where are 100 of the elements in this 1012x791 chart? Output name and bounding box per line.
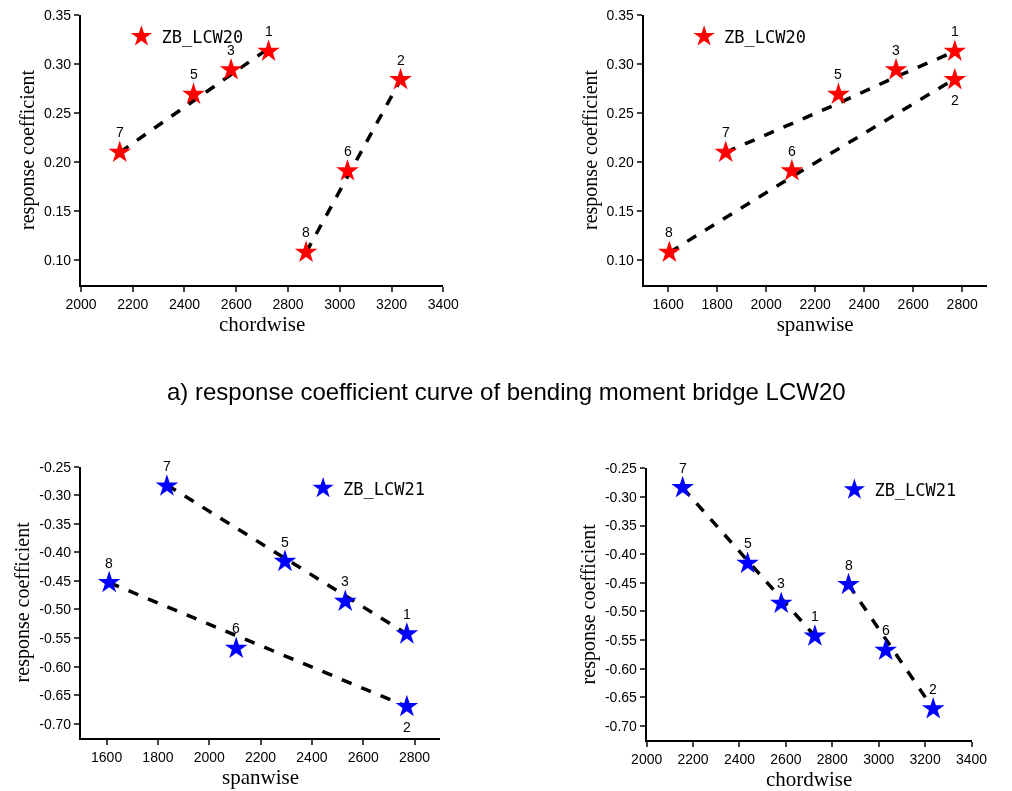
point	[108, 140, 132, 162]
point	[395, 622, 419, 644]
y-tick-label: 0.30	[606, 55, 635, 72]
x-tick-label: 2000	[631, 751, 663, 768]
x-tick-label: 2200	[245, 748, 277, 765]
x-tick-label: 1600	[652, 295, 684, 312]
annotation: 5	[281, 534, 289, 550]
annotation: 8	[302, 224, 310, 240]
point	[658, 240, 681, 263]
annotation: 1	[951, 23, 959, 39]
y-tick-label: -0.50	[604, 603, 638, 620]
x-tick-label: 3200	[909, 751, 941, 768]
annotation: 7	[163, 458, 171, 474]
point	[155, 474, 179, 496]
y-tick-label: -0.65	[604, 689, 638, 706]
point	[884, 58, 908, 80]
x-tick-label: 2000	[750, 295, 782, 312]
y-axis-title: response coefficient	[11, 521, 35, 683]
x-tick-label: 2000	[65, 295, 97, 312]
point	[780, 159, 804, 181]
y-tick-label: -0.70	[604, 717, 638, 734]
point	[182, 82, 205, 105]
x-tick-label: 2200	[799, 295, 831, 312]
point	[333, 589, 357, 612]
y-tick-label: -0.30	[39, 487, 72, 504]
annotation: 2	[929, 681, 937, 697]
x-tick-label: 2800	[272, 295, 304, 312]
text: a) response coefficient curve of bending moment bridge LCW20	[167, 378, 846, 405]
x-axis-title: spanwise	[222, 764, 300, 789]
point	[921, 696, 945, 719]
y-tick-label: -0.40	[39, 544, 72, 561]
y-tick-label: -0.30	[604, 488, 638, 505]
y-tick-label: 0.25	[43, 105, 72, 122]
legend-label: ZB_LCW21	[874, 480, 957, 501]
x-tick-label: 2400	[848, 295, 880, 312]
y-tick-label: 0.20	[606, 154, 635, 171]
y-tick-label: -0.45	[39, 572, 72, 589]
y-tick-label: -0.70	[39, 715, 72, 732]
y-tick-label: -0.50	[39, 601, 72, 618]
annotation: 5	[744, 535, 752, 551]
x-tick-label: 2400	[723, 751, 756, 768]
point	[803, 624, 827, 646]
y-tick-label: -0.65	[39, 687, 72, 704]
x-tick-label: 2600	[770, 751, 802, 768]
annotation: 2	[403, 719, 411, 735]
x-tick-label: 2800	[946, 295, 978, 312]
x-tick-label: 1600	[91, 748, 123, 765]
x-tick-label: 3400	[427, 295, 460, 312]
x-tick-label: 1800	[142, 748, 174, 765]
annotation: 3	[777, 575, 785, 591]
y-tick-label: -0.60	[604, 660, 638, 677]
y-tick-label: 0.30	[43, 55, 72, 72]
point	[257, 39, 280, 61]
y-tick-label: -0.55	[39, 629, 72, 646]
y-axis-title: response coefficient	[576, 523, 600, 685]
x-axis-title: chordwise	[218, 311, 306, 336]
y-tick-label: 0.20	[43, 154, 72, 171]
point	[769, 591, 793, 614]
x-tick-label: 3000	[863, 751, 895, 768]
annotation: 7	[116, 124, 124, 140]
point	[837, 572, 860, 595]
point	[219, 58, 243, 80]
point	[395, 694, 419, 717]
point	[336, 159, 359, 181]
y-tick-label: -0.25	[604, 460, 638, 477]
point	[943, 67, 967, 90]
annotation: 3	[341, 573, 349, 589]
y-tick-label: -0.45	[604, 574, 638, 591]
x-tick-label: 2800	[398, 748, 431, 765]
x-tick-label: 2400	[168, 295, 201, 312]
x-tick-label: 2400	[296, 748, 328, 765]
y-tick-label: 0.35	[606, 6, 635, 23]
annotation: 2	[397, 52, 405, 68]
y-axis-title: response coefficient	[15, 69, 39, 230]
point	[294, 240, 318, 263]
x-axis-title: spanwise	[776, 311, 854, 336]
y-tick-label: 0.15	[606, 203, 635, 220]
x-tick-label: 2600	[220, 295, 253, 312]
annotation: 2	[951, 92, 959, 108]
annotation: 1	[811, 608, 819, 624]
point	[273, 549, 297, 572]
y-tick-label: 0.10	[43, 252, 72, 269]
legend-label: ZB_LCW20	[724, 27, 806, 48]
annotation: 7	[722, 124, 730, 140]
y-tick-label: 0.10	[606, 252, 635, 269]
annotation: 3	[892, 42, 900, 58]
point	[714, 140, 738, 162]
y-axis-title: response coefficient	[578, 69, 602, 230]
annotation: 8	[105, 555, 113, 571]
point	[943, 39, 967, 61]
annotation: 6	[232, 620, 240, 636]
point	[671, 475, 694, 498]
y-tick-label: 0.25	[606, 105, 635, 122]
legend-label: ZB_LCW21	[343, 478, 425, 499]
x-tick-label: 3200	[375, 295, 408, 312]
y-tick-label: -0.40	[604, 546, 638, 563]
annotation: 5	[834, 66, 842, 82]
annotation: 6	[882, 622, 890, 638]
x-tick-label: 2200	[677, 751, 709, 768]
annotation: 1	[403, 606, 411, 622]
